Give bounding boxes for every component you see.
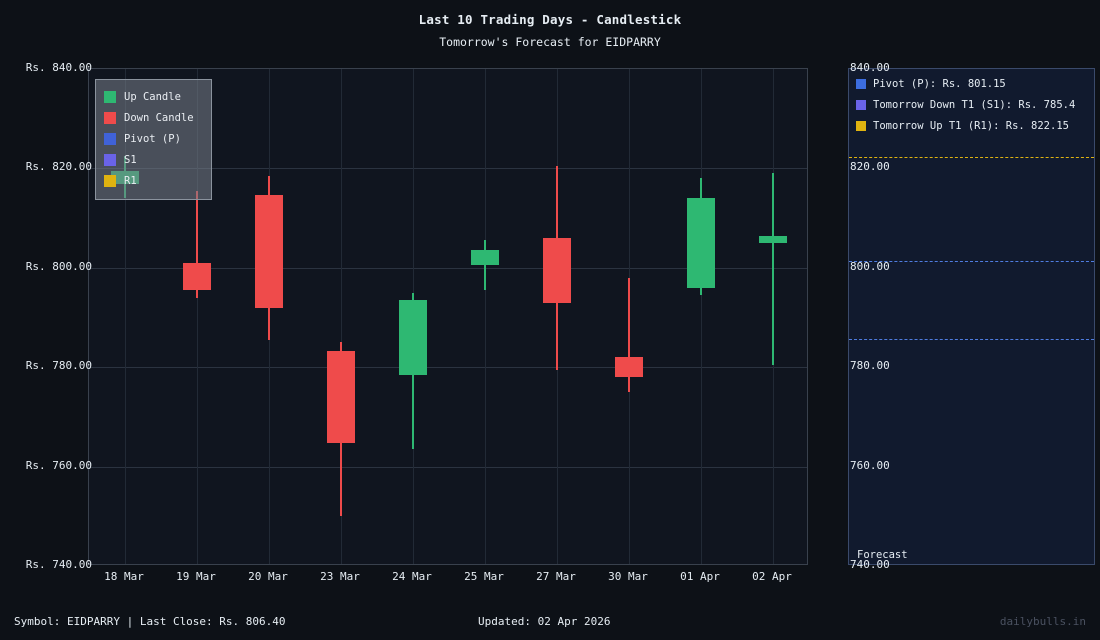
forecast-axis-tick-label: 840.00 — [850, 61, 890, 74]
x-axis-tick-label: 18 Mar — [104, 570, 144, 583]
forecast-note: Forecast — [857, 549, 908, 561]
x-axis-tick-label: 25 Mar — [464, 570, 504, 583]
legend-item-up-candle: Up Candle — [104, 86, 203, 107]
legend-item-r1: R1 — [104, 170, 203, 191]
legend-item-s1: S1 — [104, 149, 203, 170]
legend-label-down-candle: Down Candle — [124, 111, 194, 124]
legend-swatch-s1 — [104, 153, 116, 166]
forecast-swatch-pivot — [856, 79, 866, 89]
candle-wick — [196, 190, 198, 298]
footer-updated: Updated: 02 Apr 2026 — [478, 615, 611, 628]
legend-label-up-candle: Up Candle — [124, 90, 181, 103]
y-axis-tick-label: Rs. 840.00 — [25, 61, 92, 74]
x-axis-tick-label: 02 Apr — [752, 570, 792, 583]
candle-body — [399, 300, 427, 375]
forecast-swatch-r1 — [856, 121, 866, 131]
candle-wick — [628, 277, 630, 393]
forecast-legend: Pivot (P): Rs. 801.15 Tomorrow Down T1 (… — [856, 78, 1075, 141]
forecast-label-pivot: Pivot (P): Rs. 801.15 — [873, 78, 1006, 90]
y-axis-tick-label: Rs. 820.00 — [25, 160, 92, 174]
footer-symbol-info: Symbol: EIDPARRY | Last Close: Rs. 806.4… — [14, 615, 286, 628]
legend-label-s1: S1 — [124, 153, 137, 166]
x-axis-tick-label: 19 Mar — [176, 570, 216, 583]
candle-body — [615, 357, 643, 378]
forecast-axis-tick-label: 820.00 — [850, 160, 890, 174]
legend-swatch-r1 — [104, 174, 116, 187]
forecast-axis-tick-label: 780.00 — [850, 359, 890, 373]
vertical-gridline — [701, 69, 702, 564]
footer-watermark: dailybulls.in — [999, 615, 1086, 628]
x-axis-tick-label: 01 Apr — [680, 570, 720, 583]
candle-body — [543, 237, 571, 303]
legend-label-pivot: Pivot (P) — [124, 132, 181, 145]
forecast-swatch-s1 — [856, 100, 866, 110]
forecast-panel — [848, 68, 1095, 565]
legend-label-r1: R1 — [124, 174, 137, 187]
x-axis-tick-label: 30 Mar — [608, 570, 648, 583]
forecast-label-r1: Tomorrow Up T1 (R1): Rs. 822.15 — [873, 120, 1069, 132]
gridline — [89, 466, 807, 468]
page-subtitle: Tomorrow's Forecast for EIDPARRY — [439, 35, 661, 49]
gridline — [89, 367, 807, 369]
forecast-label-s1: Tomorrow Down T1 (S1): Rs. 785.4 — [873, 99, 1076, 111]
vertical-gridline — [125, 69, 126, 564]
candle-body — [471, 249, 499, 266]
y-axis-tick-label: Rs. 780.00 — [25, 359, 92, 373]
legend-item-pivot: Pivot (P) — [104, 128, 203, 149]
vertical-gridline — [341, 69, 342, 564]
forecast-axis-tick-label: 740.00 — [850, 558, 890, 571]
gridline — [89, 267, 807, 269]
legend-swatch-pivot — [104, 132, 116, 145]
candle-body — [183, 262, 211, 290]
candle-body — [255, 195, 283, 308]
candle-body — [327, 350, 355, 443]
chart-legend: Up Candle Down Candle Pivot (P) S1 R1 — [95, 79, 212, 200]
page-title: Last 10 Trading Days - Candlestick — [418, 12, 682, 27]
y-axis-tick-label: Rs. 760.00 — [25, 458, 92, 472]
forecast-line-r1 — [849, 156, 1094, 158]
x-axis-tick-label: 27 Mar — [536, 570, 576, 583]
y-axis-tick-label: Rs. 800.00 — [25, 259, 92, 273]
candle-body — [759, 235, 787, 243]
candle-body — [687, 198, 715, 288]
y-axis-tick-label: Rs. 740.00 — [25, 558, 92, 571]
forecast-line-s1 — [849, 339, 1094, 341]
legend-swatch-down-candle — [104, 111, 116, 124]
x-axis-tick-label: 23 Mar — [320, 570, 360, 583]
vertical-gridline — [197, 69, 198, 564]
candlestick-plot-area — [88, 68, 808, 565]
candle-wick — [772, 173, 774, 365]
legend-swatch-up-candle — [104, 90, 116, 103]
forecast-line-pivot — [849, 261, 1094, 263]
forecast-item-pivot: Pivot (P): Rs. 801.15 — [856, 78, 1075, 90]
forecast-item-s1: Tomorrow Down T1 (S1): Rs. 785.4 — [856, 99, 1075, 111]
gridline — [89, 168, 807, 170]
x-axis-tick-label: 20 Mar — [248, 570, 288, 583]
legend-item-down-candle: Down Candle — [104, 107, 203, 128]
forecast-item-r1: Tomorrow Up T1 (R1): Rs. 822.15 — [856, 120, 1075, 132]
vertical-gridline — [485, 69, 486, 564]
forecast-axis-tick-label: 800.00 — [850, 259, 890, 273]
forecast-axis-tick-label: 760.00 — [850, 458, 890, 472]
x-axis-tick-label: 24 Mar — [392, 570, 432, 583]
